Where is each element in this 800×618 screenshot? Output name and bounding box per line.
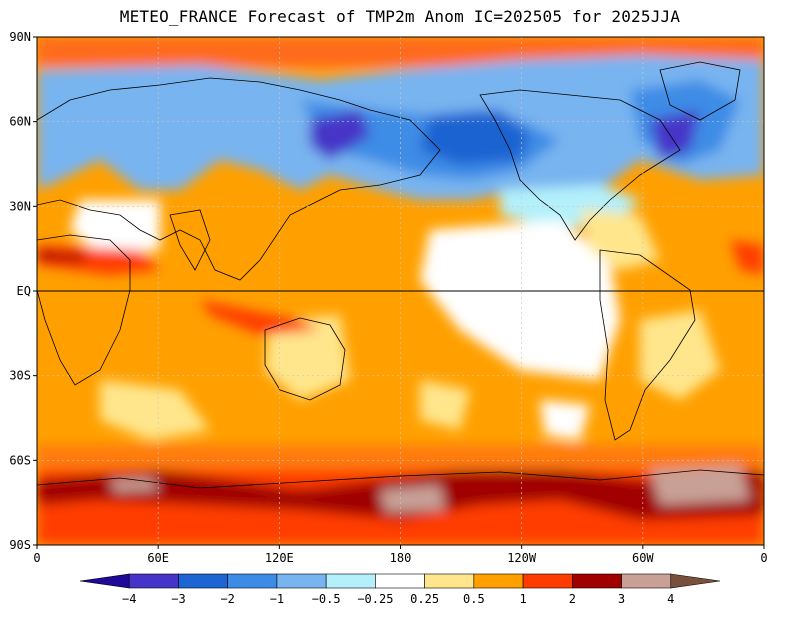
longitude-label: 0 [33,551,40,565]
longitude-label: 180 [390,551,412,565]
colorbar-swatch [325,573,376,589]
colorbar-swatch [128,573,179,589]
colorbar-labels: −4 −3 −2 −1 −0.5 −0.25 0.25 0.5 1 2 3 4 [122,592,674,606]
colorbar-label: 2 [569,592,576,606]
colorbar-swatch [79,573,130,589]
colorbar-swatch [227,573,278,589]
colorbar-label: −2 [220,592,234,606]
colorbar-swatch [375,573,425,589]
colorbar-swatch [178,573,228,589]
colorbar-swatch [621,573,672,589]
colorbar-label: −4 [122,592,136,606]
colorbar-label: −0.5 [312,592,341,606]
longitude-label: 0 [760,551,767,565]
colorbar-swatch [276,573,327,589]
latitude-label: 30S [9,369,31,383]
colorbar-swatch [670,573,721,589]
coastlines [37,61,764,489]
colorbar-swatch [424,573,475,589]
longitude-labels: 0 60E 120E 180 120W 60W 0 [33,545,768,565]
map-title: METEO_FRANCE Forecast of TMP2m Anom IC=2… [119,7,681,26]
latitude-label: 60N [9,115,31,129]
colorbar-label: 1 [519,592,526,606]
longitude-label: 60E [147,551,169,565]
latitude-label: 90S [9,538,31,552]
colorbar-label: 3 [618,592,625,606]
latitude-label: 30N [9,199,31,213]
colorbar-label: −0.25 [357,592,393,606]
colorbar-label: −1 [270,592,284,606]
latitude-label: EQ [17,284,31,298]
latitude-labels: 90N 60N 30N EQ 30S 60S 90S [9,30,37,552]
colorbar-swatch [572,573,622,589]
colorbar-swatch [522,573,573,589]
colorbar-label: 0.5 [463,592,485,606]
latitude-label: 90N [9,30,31,44]
longitude-label: 120W [507,551,537,565]
colorbar-label: 0.25 [410,592,439,606]
colorbar [79,573,721,589]
longitude-label: 120E [265,551,294,565]
latitude-label: 60S [9,453,31,467]
colorbar-swatch [473,573,524,589]
longitude-label: 60W [632,551,654,565]
colorbar-label: −3 [171,592,185,606]
colorbar-label: 4 [667,592,674,606]
graticule [37,37,764,545]
